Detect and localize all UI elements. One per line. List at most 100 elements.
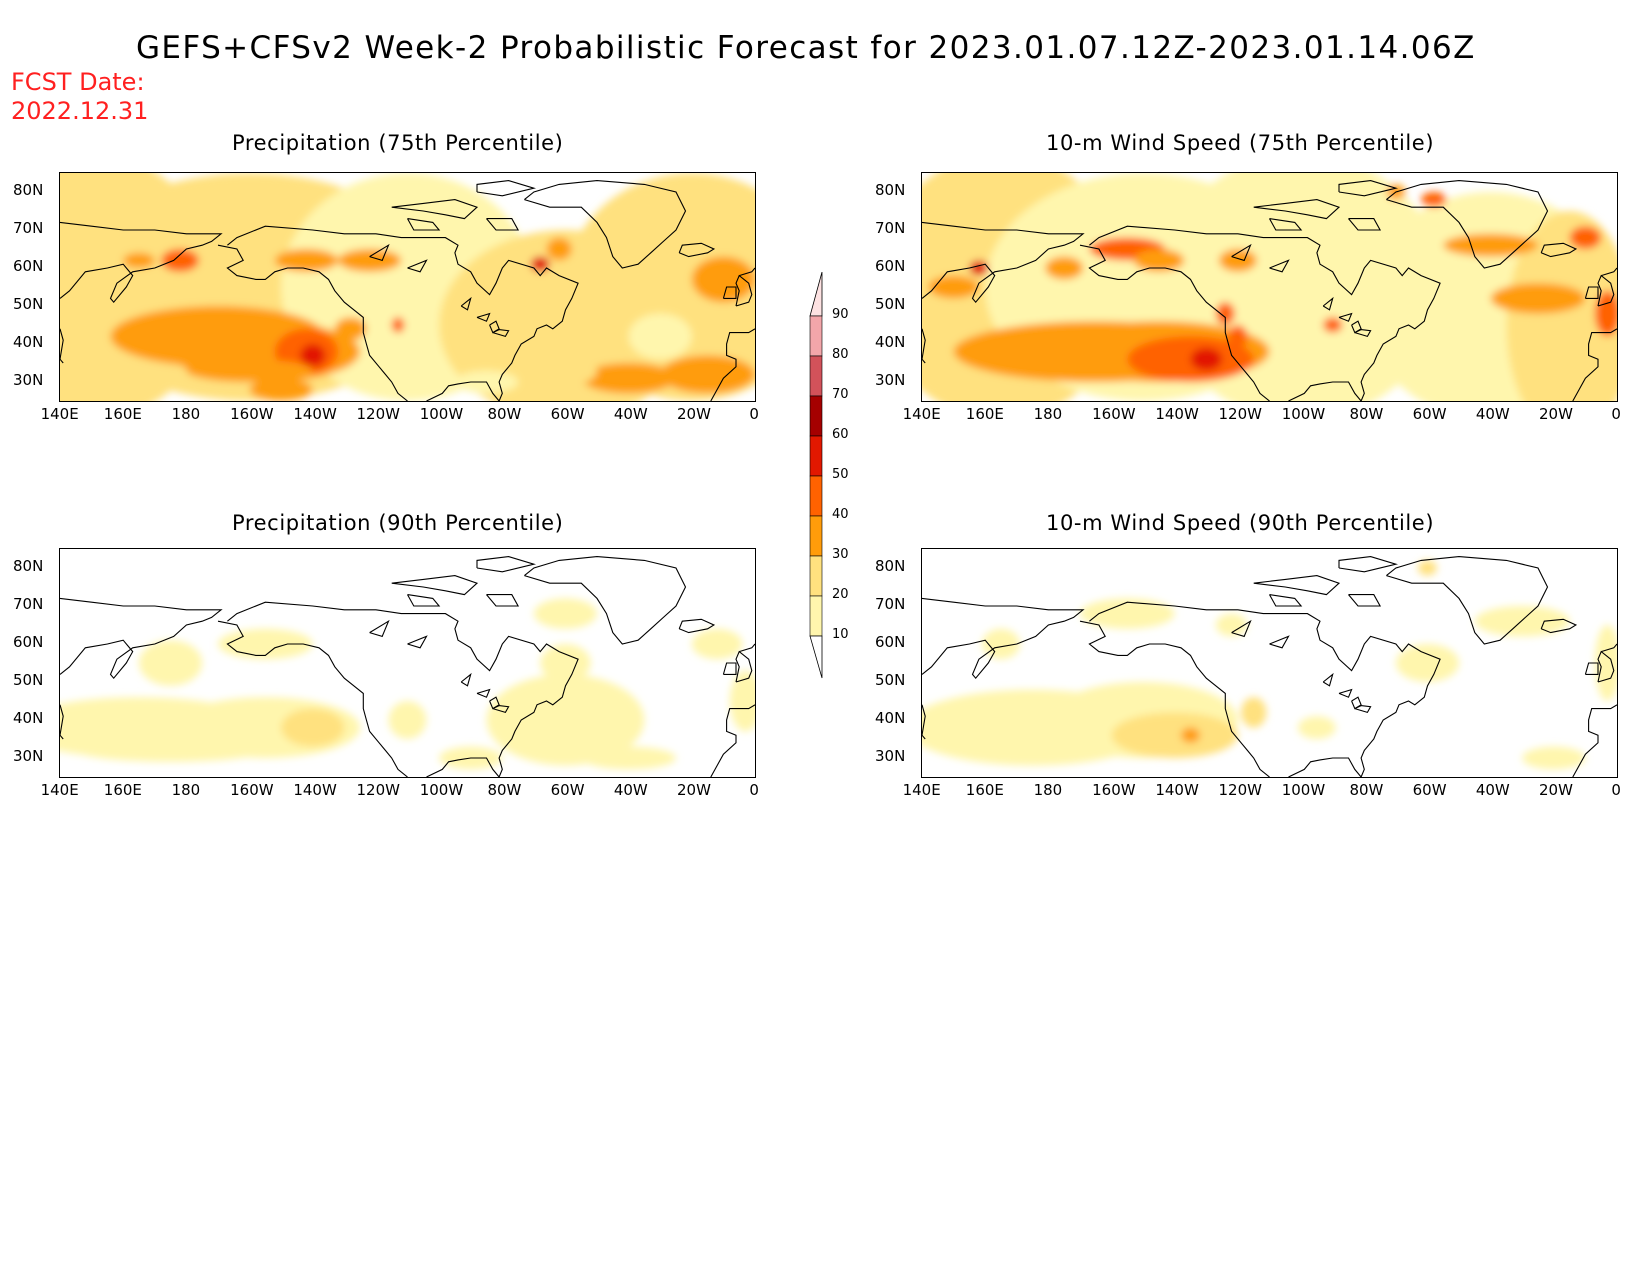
coastline (710, 328, 755, 401)
lake-outline (369, 619, 390, 638)
probability-shade (565, 173, 755, 401)
probability-shade (161, 249, 199, 272)
lon-tick-label: 140W (1155, 405, 1199, 423)
lon-tick-label: 120W (1218, 781, 1262, 799)
probability-shade (660, 355, 755, 394)
probability-shade (1594, 625, 1617, 701)
lat-tick-label: 80N (875, 557, 906, 575)
probability-shade (1490, 283, 1586, 314)
lon-tick-label: 160E (103, 405, 142, 423)
lon-tick-label: 60W (1412, 405, 1447, 423)
lat-tick-label: 80N (13, 181, 44, 199)
lake-outline (476, 688, 491, 698)
lat-tick-label: 40N (875, 709, 906, 727)
lat-tick-label: 80N (875, 181, 906, 199)
lon-tick-label: 180 (171, 781, 201, 799)
map-precip-75 (59, 172, 756, 402)
map-wind-90-svg (922, 556, 1617, 777)
probability-shade (1421, 192, 1447, 208)
probability-shade (1079, 598, 1175, 629)
probability-shade (540, 644, 591, 682)
legend-swatch (809, 475, 823, 517)
probability-shade (982, 628, 1020, 660)
main-title: GEFS+CFSv2 Week-2 Probabilistic Forecast… (136, 30, 1476, 66)
lake-outline (460, 296, 472, 311)
coastline (1079, 620, 1270, 777)
map-wind-90-probability-field (922, 560, 1617, 770)
lake-outline (407, 635, 428, 649)
lon-tick-label: 100W (419, 781, 464, 799)
lat-tick-label: 60N (13, 257, 44, 275)
lat-tick-label: 40N (13, 333, 44, 351)
lon-tick-label: 140E (40, 781, 79, 799)
probability-shade (486, 674, 645, 766)
lon-tick-label: 140W (1155, 781, 1199, 799)
probability-shade (274, 249, 338, 272)
lake-outline (1231, 619, 1252, 638)
lon-tick-label: 80W (487, 405, 522, 423)
probability-shade (1417, 560, 1437, 576)
coastline (922, 704, 926, 740)
lat-tick-label: 70N (875, 595, 906, 613)
lat-tick-label: 40N (13, 709, 44, 727)
probability-shade (1569, 226, 1602, 249)
lat-tick-label: 30N (13, 747, 44, 765)
lon-tick-label: 20W (1539, 405, 1573, 423)
coastline (60, 597, 223, 680)
lon-tick-label: 100W (1281, 405, 1326, 423)
probability-shade (530, 256, 550, 272)
lat-tick-label: 50N (875, 295, 906, 313)
coastline (722, 662, 737, 675)
lon-tick-label: 120W (356, 405, 400, 423)
lat-tick-label: 70N (875, 219, 906, 237)
probability-shade (300, 344, 326, 367)
lon-tick-label: 140W (293, 405, 337, 423)
coastline (678, 242, 716, 258)
coastline (60, 704, 64, 740)
probability-shade (546, 237, 572, 261)
coastline (722, 286, 737, 299)
coastline (1572, 704, 1617, 777)
lon-tick-label: 20W (677, 781, 711, 799)
coastline (217, 620, 408, 777)
panel-title-wind-75: 10-m Wind Speed (75th Percentile) (1046, 131, 1435, 155)
lon-tick-label: 160E (103, 781, 142, 799)
probability-shade (533, 355, 598, 386)
coastline (1348, 218, 1382, 231)
probability-shade (1241, 697, 1267, 728)
lake-outline (1322, 296, 1334, 311)
probability-shade (628, 313, 692, 360)
probability-shade (281, 708, 345, 747)
lon-tick-label: 100W (419, 405, 464, 423)
probability-shade (1474, 606, 1570, 637)
probability-shade (691, 256, 755, 303)
map-wind-90 (921, 548, 1618, 778)
lat-tick-label: 30N (875, 747, 906, 765)
probability-shade (1228, 325, 1248, 348)
coastline (407, 594, 441, 607)
lake-outline (489, 696, 500, 710)
probability-shade (1215, 613, 1248, 637)
lon-tick-label: 160W (1092, 781, 1136, 799)
probability-shade (581, 746, 677, 770)
lon-tick-label: 100W (1281, 781, 1326, 799)
legend-swatch (809, 435, 823, 477)
map-precip-75-svg (60, 173, 755, 401)
probability-shade (1443, 233, 1539, 257)
lon-tick-label: 120W (356, 781, 400, 799)
coastline (60, 328, 64, 364)
coastline (1584, 662, 1599, 675)
map-precip-75-coastlines (60, 180, 755, 401)
lake-outline (1338, 688, 1353, 698)
lake-outline (492, 329, 510, 338)
lat-tick-label: 60N (13, 633, 44, 651)
map-wind-75-coastlines (922, 180, 1617, 401)
probability-shade (1594, 290, 1617, 337)
panel-title-wind-90: 10-m Wind Speed (90th Percentile) (1046, 511, 1435, 535)
probability-shade (1297, 716, 1336, 739)
probability-shade (691, 628, 743, 660)
coastline (1089, 225, 1441, 401)
probability-shade (1395, 644, 1460, 682)
lat-tick-label: 30N (13, 371, 44, 389)
legend-tick-label: 60 (832, 427, 849, 442)
